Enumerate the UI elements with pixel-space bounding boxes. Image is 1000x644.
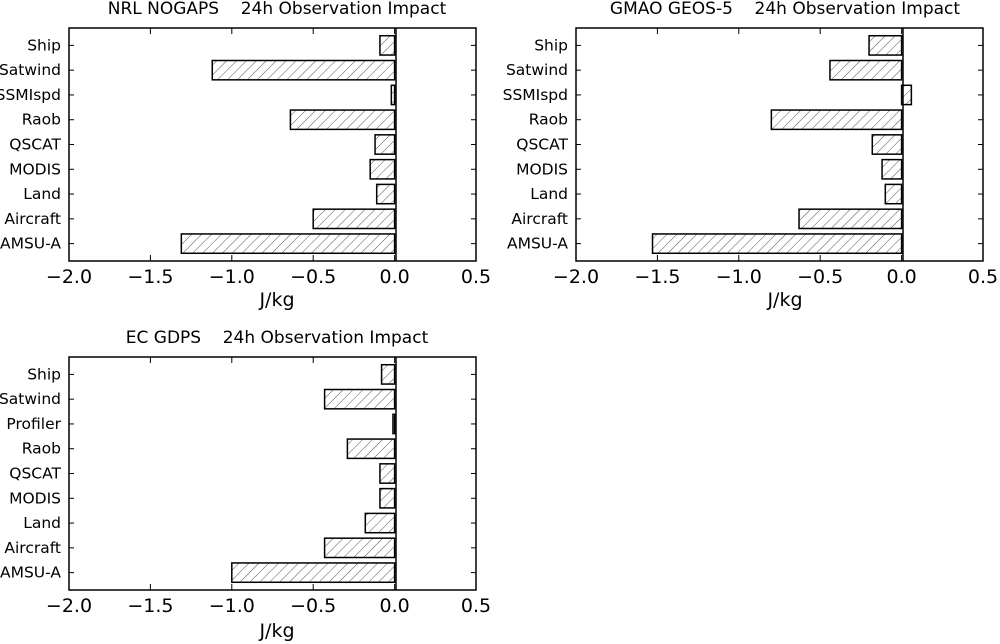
bar-aircraft xyxy=(323,537,396,559)
x-tick-label: −1.0 xyxy=(209,595,255,617)
bar-ssmispd xyxy=(390,84,396,106)
x-tick-label: −1.0 xyxy=(209,266,255,288)
x-tick-label: 0.0 xyxy=(886,266,916,288)
category-label: QSCAT xyxy=(9,136,61,154)
x-tick-label: −1.5 xyxy=(127,266,173,288)
x-tick-label: 0.5 xyxy=(461,266,491,288)
bar-ship xyxy=(868,34,903,56)
category-label: Ship xyxy=(27,365,61,383)
bar-group xyxy=(231,363,396,584)
bar-qscat xyxy=(871,134,903,155)
bar-amsu-a xyxy=(180,233,396,255)
bar-qscat xyxy=(379,463,396,484)
x-tick-label: −0.5 xyxy=(290,595,336,617)
category-label: MODIS xyxy=(516,160,568,178)
x-tick-label: 0.5 xyxy=(461,595,491,617)
category-label: Land xyxy=(530,185,568,203)
x-tick-label: 0.0 xyxy=(379,266,409,288)
x-tick-label: −1.5 xyxy=(127,595,173,617)
x-axis-label: J/kg xyxy=(766,289,802,311)
category-label: Aircraft xyxy=(511,210,568,228)
x-axis-label: J/kg xyxy=(258,620,294,642)
bar-group xyxy=(180,34,396,255)
x-tick-label: −0.5 xyxy=(797,266,843,288)
bar-amsu-a xyxy=(231,562,396,584)
bar-satwind xyxy=(211,59,396,81)
plot-frame xyxy=(575,27,984,262)
x-axis-label: J/kg xyxy=(258,289,294,311)
bar-ship xyxy=(379,34,396,56)
x-ticks: −2.0 −1.5 −1.0 −0.5 0.0 0.5 xyxy=(553,28,998,288)
category-label: Satwind xyxy=(0,390,61,408)
category-label: QSCAT xyxy=(9,465,61,483)
category-labels: Ship Satwind Profiler Raob QSCAT MODIS Land Air… xyxy=(0,365,62,581)
panel-title: EC GDPS 24h Observation Impact xyxy=(126,328,429,348)
bar-aircraft xyxy=(312,208,396,230)
category-labels: Ship Satwind SSMIspd Raob QSCAT MODIS Land Airc… xyxy=(0,36,62,252)
chart-panel-2: GMAO GEOS-5 24h Observation Impact ShipS… xyxy=(503,0,999,311)
x-tick-label: −2.0 xyxy=(553,266,599,288)
bar-aircraft xyxy=(798,208,903,230)
category-label: SSMIspd xyxy=(503,86,568,104)
x-tick-label: −0.5 xyxy=(290,266,336,288)
bar-satwind xyxy=(323,388,396,410)
x-tick-label: 0.5 xyxy=(968,266,998,288)
x-ticks: −2.0 −1.5 −1.0 −0.5 0.0 0.5 xyxy=(46,28,491,288)
category-label: Profiler xyxy=(6,415,61,433)
x-tick-label: −2.0 xyxy=(46,595,92,617)
bar-raob xyxy=(770,109,903,131)
category-label: Satwind xyxy=(0,61,61,79)
bar-ssmispd xyxy=(900,84,913,106)
category-label: Raob xyxy=(529,111,568,129)
category-label: Satwind xyxy=(506,61,568,79)
category-label: Land xyxy=(23,514,61,532)
bar-modis xyxy=(369,158,396,180)
category-label: Ship xyxy=(534,36,568,54)
bar-modis xyxy=(379,487,396,509)
x-ticks: −2.0 −1.5 −1.0 −0.5 0.0 0.5 xyxy=(46,357,491,617)
category-label: SSMIspd xyxy=(0,86,61,104)
bar-land xyxy=(375,183,396,205)
bar-raob xyxy=(346,438,396,460)
category-label: Aircraft xyxy=(4,210,61,228)
category-label: QSCAT xyxy=(516,136,568,154)
bar-land xyxy=(884,183,903,205)
bar-satwind xyxy=(829,59,903,81)
category-label: MODIS xyxy=(9,489,61,507)
plot-frame xyxy=(68,356,477,591)
chart-panel-3: EC GDPS 24h Observation Impact Ship Satwi… xyxy=(0,328,491,642)
chart-panel-1: NRL NOGAPS 24h Observation Impact Ship Sa… xyxy=(0,0,491,311)
x-tick-label: −2.0 xyxy=(46,266,92,288)
category-label: AMSU-A xyxy=(0,564,61,582)
bar-modis xyxy=(881,158,903,180)
category-label: AMSU-A xyxy=(0,235,61,253)
category-label: MODIS xyxy=(9,160,61,178)
category-label: AMSU-A xyxy=(507,235,568,253)
category-label: Raob xyxy=(22,111,61,129)
x-tick-label: −1.0 xyxy=(716,266,762,288)
bar-raob xyxy=(289,109,396,131)
category-label: Ship xyxy=(27,36,61,54)
x-tick-label: −1.5 xyxy=(634,266,680,288)
panel-title: NRL NOGAPS 24h Observation Impact xyxy=(108,0,447,19)
category-label: Land xyxy=(23,185,61,203)
bar-amsu-a xyxy=(651,233,903,255)
bar-land xyxy=(364,512,396,534)
bar-group xyxy=(651,34,913,255)
category-label: Aircraft xyxy=(4,539,61,557)
category-labels: Ship Satwind SSMIspd Raob QSCAT MODIS Land Airc… xyxy=(503,36,569,252)
x-tick-label: 0.0 xyxy=(379,595,409,617)
bar-ship xyxy=(380,363,396,385)
category-label: Raob xyxy=(22,440,61,458)
panel-title: GMAO GEOS-5 24h Observation Impact xyxy=(610,0,960,19)
bar-profiler xyxy=(392,413,396,435)
bar-qscat xyxy=(374,134,396,155)
